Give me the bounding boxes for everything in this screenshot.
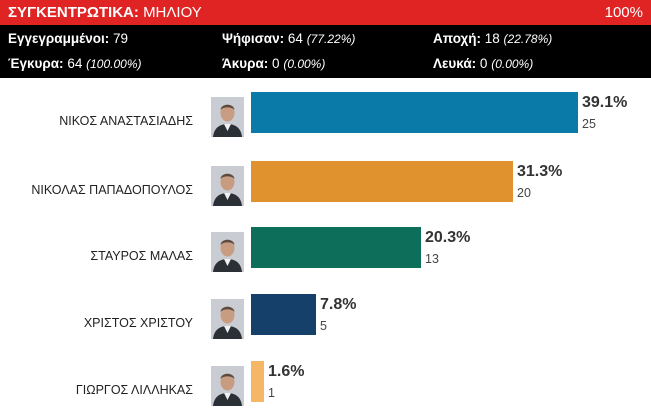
header-title: ΣΥΓΚΕΝΤΡΩΤΙΚΑ: ΜΗΛΙΟΥ: [8, 4, 202, 21]
candidate-name: ΓΙΩΡΓΟΣ ΛΙΛΛΗΚΑΣ: [75, 383, 193, 397]
stat-valid-percent: (100.00%): [86, 57, 142, 71]
candidate-row: ΝΙΚΟΛΑΣ ΠΑΠΑΔΟΠΟΥΛΟΣ 31.3% 20: [0, 161, 651, 229]
candidate-bar: [251, 227, 421, 268]
candidate-percent: 20.3%: [425, 229, 471, 246]
candidate-percent: 31.3%: [517, 163, 563, 180]
candidate-photo: [211, 166, 244, 206]
candidate-percent: 1.6%: [268, 363, 305, 380]
candidate-bar: [251, 294, 316, 335]
candidate-row: ΝΙΚΟΣ ΑΝΑΣΤΑΣΙΑΔΗΣ 39.1% 25: [0, 92, 651, 160]
header-label: ΣΥΓΚΕΝΤΡΩΤΙΚΑ:: [8, 4, 139, 21]
stat-voted: Ψήφισαν: 64 (77.22%): [222, 31, 355, 46]
stat-invalid-value: 0: [272, 56, 280, 71]
stat-valid: Έγκυρα: 64 (100.00%): [8, 56, 142, 71]
stats-panel: Εγγεγραμμένοι: 79 Ψήφισαν: 64 (77.22%) Α…: [0, 25, 651, 78]
candidate-bar: [251, 361, 264, 402]
candidate-photo: [211, 299, 244, 339]
candidate-row: ΣΤΑΥΡΟΣ ΜΑΛΑΣ 20.3% 13: [0, 227, 651, 295]
stat-valid-label: Έγκυρα:: [8, 56, 64, 71]
candidate-name: ΣΤΑΥΡΟΣ ΜΑΛΑΣ: [90, 249, 193, 263]
results-chart: ΝΙΚΟΣ ΑΝΑΣΤΑΣΙΑΔΗΣ 39.1% 25 ΝΙΚΟΛΑΣ ΠΑΠΑΔΟΠ…: [0, 78, 651, 416]
stat-voted-percent: (77.22%): [306, 32, 356, 46]
candidate-percent: 39.1%: [582, 94, 628, 111]
candidate-row: ΧΡΙΣΤΟΣ ΧΡΙΣΤΟΥ 7.8% 5: [0, 294, 651, 362]
candidate-bar: [251, 161, 513, 202]
candidate-votes: 13: [425, 252, 439, 266]
candidate-photo: [211, 366, 244, 406]
stat-invalid: Άκυρα: 0 (0.00%): [222, 56, 325, 71]
stat-invalid-label: Άκυρα:: [222, 56, 269, 71]
stat-blank-percent: (0.00%): [491, 57, 534, 71]
stat-blank-value: 0: [479, 56, 488, 71]
candidate-votes: 20: [517, 186, 531, 200]
stat-registered-value: 79: [112, 31, 128, 46]
stat-abstention-percent: (22.78%): [503, 32, 553, 46]
candidate-photo: [211, 97, 244, 137]
candidate-name: ΧΡΙΣΤΟΣ ΧΡΙΣΤΟΥ: [83, 316, 193, 330]
stat-valid-value: 64: [67, 56, 83, 71]
stat-abstention-value: 18: [484, 31, 500, 46]
stat-invalid-percent: (0.00%): [283, 57, 326, 71]
stat-abstention: Αποχή: 18 (22.78%): [433, 31, 552, 46]
candidate-bar: [251, 92, 578, 133]
stat-registered: Εγγεγραμμένοι: 79: [8, 31, 128, 46]
candidate-photo: [211, 232, 244, 272]
candidate-name: ΝΙΚΟΣ ΑΝΑΣΤΑΣΙΑΔΗΣ: [59, 114, 193, 128]
stat-voted-label: Ψήφισαν:: [222, 31, 285, 46]
candidate-name: ΝΙΚΟΛΑΣ ΠΑΠΑΔΟΠΟΥΛΟΣ: [31, 183, 193, 197]
candidate-votes: 25: [582, 117, 596, 131]
stat-registered-label: Εγγεγραμμένοι:: [8, 31, 110, 46]
candidate-votes: 5: [320, 319, 327, 333]
stat-blank: Λευκά: 0 (0.00%): [433, 56, 533, 71]
stat-voted-value: 64: [287, 31, 303, 46]
counted-percent: 100%: [604, 4, 643, 21]
candidate-votes: 1: [268, 386, 275, 400]
results-header: ΣΥΓΚΕΝΤΡΩΤΙΚΑ: ΜΗΛΙΟΥ 100%: [0, 0, 651, 25]
candidate-row: ΓΙΩΡΓΟΣ ΛΙΛΛΗΚΑΣ 1.6% 1: [0, 361, 651, 416]
stat-blank-label: Λευκά:: [433, 56, 477, 71]
candidate-percent: 7.8%: [320, 296, 357, 313]
stat-abstention-label: Αποχή:: [433, 31, 481, 46]
header-region: ΜΗΛΙΟΥ: [143, 4, 202, 21]
